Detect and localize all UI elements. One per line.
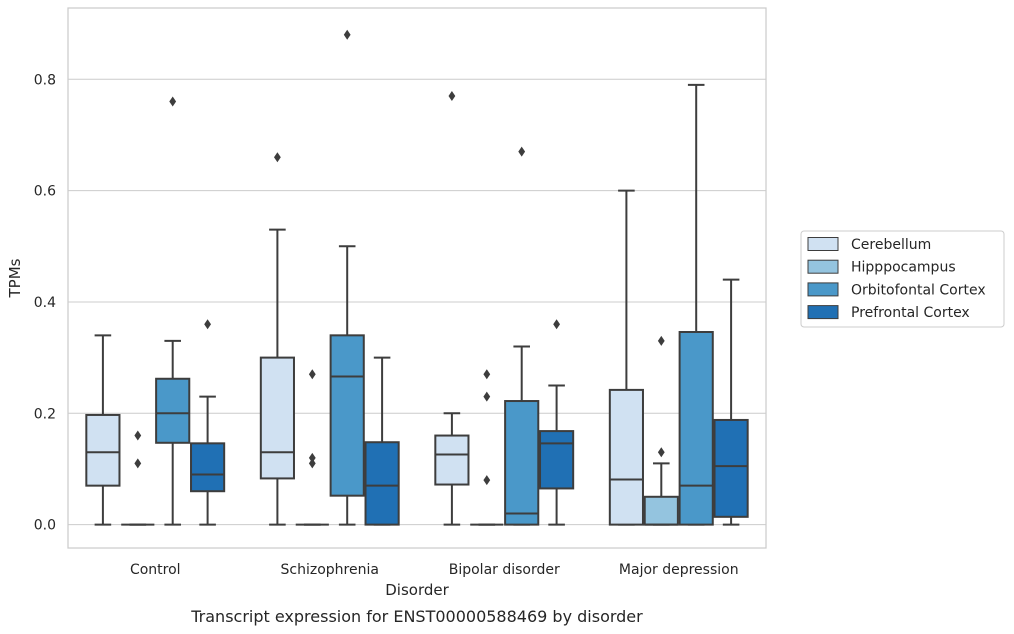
box-body [329,334,365,497]
legend-frame [800,230,1005,328]
series-prefrontal-cortex [190,278,749,526]
outlier-point [308,458,316,469]
outlier-point [657,335,665,346]
outlier-point [274,152,281,163]
series-hipppocampus [121,335,679,526]
outlier-point [204,319,211,330]
outlier-point [308,369,316,380]
outlier-point [134,458,142,469]
box-body [190,442,226,493]
box-body [434,434,470,486]
box-body [504,400,540,526]
legend: Cerebellum Hipppocampus Orbitofontal Corte… [800,230,1005,328]
box-body [364,441,400,526]
chart-caption: Transcript expression for ENST0000058846… [190,607,643,626]
x-tick-label: Control [130,562,181,578]
x-tick-label: Major depression [619,562,739,578]
box-body [643,495,679,526]
box [295,369,329,526]
y-tick-label: 0.4 [34,295,56,311]
box-body [85,413,121,487]
outlier-point [448,90,456,101]
legend-swatch [807,305,839,320]
legend-label: Orbitofontal Cortex [851,282,986,298]
box [434,90,470,526]
box-body [155,377,191,444]
y-tick-label: 0.8 [34,72,56,88]
box-body [678,331,714,526]
box [470,369,504,526]
outlier-point [134,430,142,441]
box [539,319,575,526]
outlier-point [483,391,491,402]
outlier-point [518,146,526,157]
outlier-point [343,29,351,40]
series-cerebellum [85,90,644,526]
box [190,319,226,526]
box-body [539,430,575,490]
series-orbitofontal-cortex [155,29,714,526]
outlier-point [308,452,316,463]
box [85,334,121,526]
legend-label: Hipppocampus [851,260,956,276]
box-body [259,356,295,480]
box [259,152,295,526]
outlier-point [657,447,665,458]
box [329,29,365,526]
box [155,96,191,526]
box [364,356,400,526]
y-tick-label: 0.0 [34,518,56,534]
legend-swatch [807,237,839,251]
outlier-point [553,319,560,330]
x-axis-label: Disorder [385,581,449,599]
box-body [713,418,749,518]
box-series [85,29,749,526]
y-tick-label: 0.6 [34,184,56,200]
outlier-point [483,475,491,486]
box [643,335,679,526]
outlier-point [169,96,177,107]
y-axis-ticks: 0.0 0.2 0.4 0.6 0.8 [34,72,56,533]
x-axis-ticks: Control Schizophrenia Bipolar disorder Majo… [130,562,739,578]
box [121,430,155,526]
legend-label: Cerebellum [851,237,931,253]
box [504,146,540,526]
y-axis-label: TPMs [6,258,24,298]
box [678,83,714,526]
x-tick-label: Bipolar disorder [449,562,560,578]
box [608,189,644,526]
legend-label: Prefrontal Cortex [851,305,970,321]
legend-swatch [807,259,839,274]
y-tick-label: 0.2 [34,406,56,422]
outlier-point [483,369,491,380]
plot-area [67,7,767,549]
x-tick-label: Schizophrenia [281,562,379,578]
box-body [608,388,644,526]
box [713,278,749,526]
legend-swatch [807,282,839,297]
